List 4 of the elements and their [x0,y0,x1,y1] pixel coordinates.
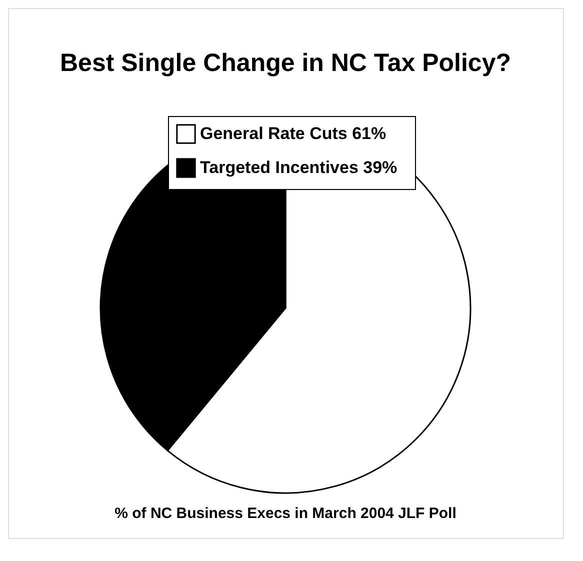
text: % of NC Business Execs in March 2004 JLF Poll [114,505,456,522]
legend-label: Targeted Incentives 39% [200,158,398,177]
legend-label: General Rate Cuts 61% [200,124,386,143]
chart-title: Best Single Change in NC Tax Policy? [60,49,512,77]
